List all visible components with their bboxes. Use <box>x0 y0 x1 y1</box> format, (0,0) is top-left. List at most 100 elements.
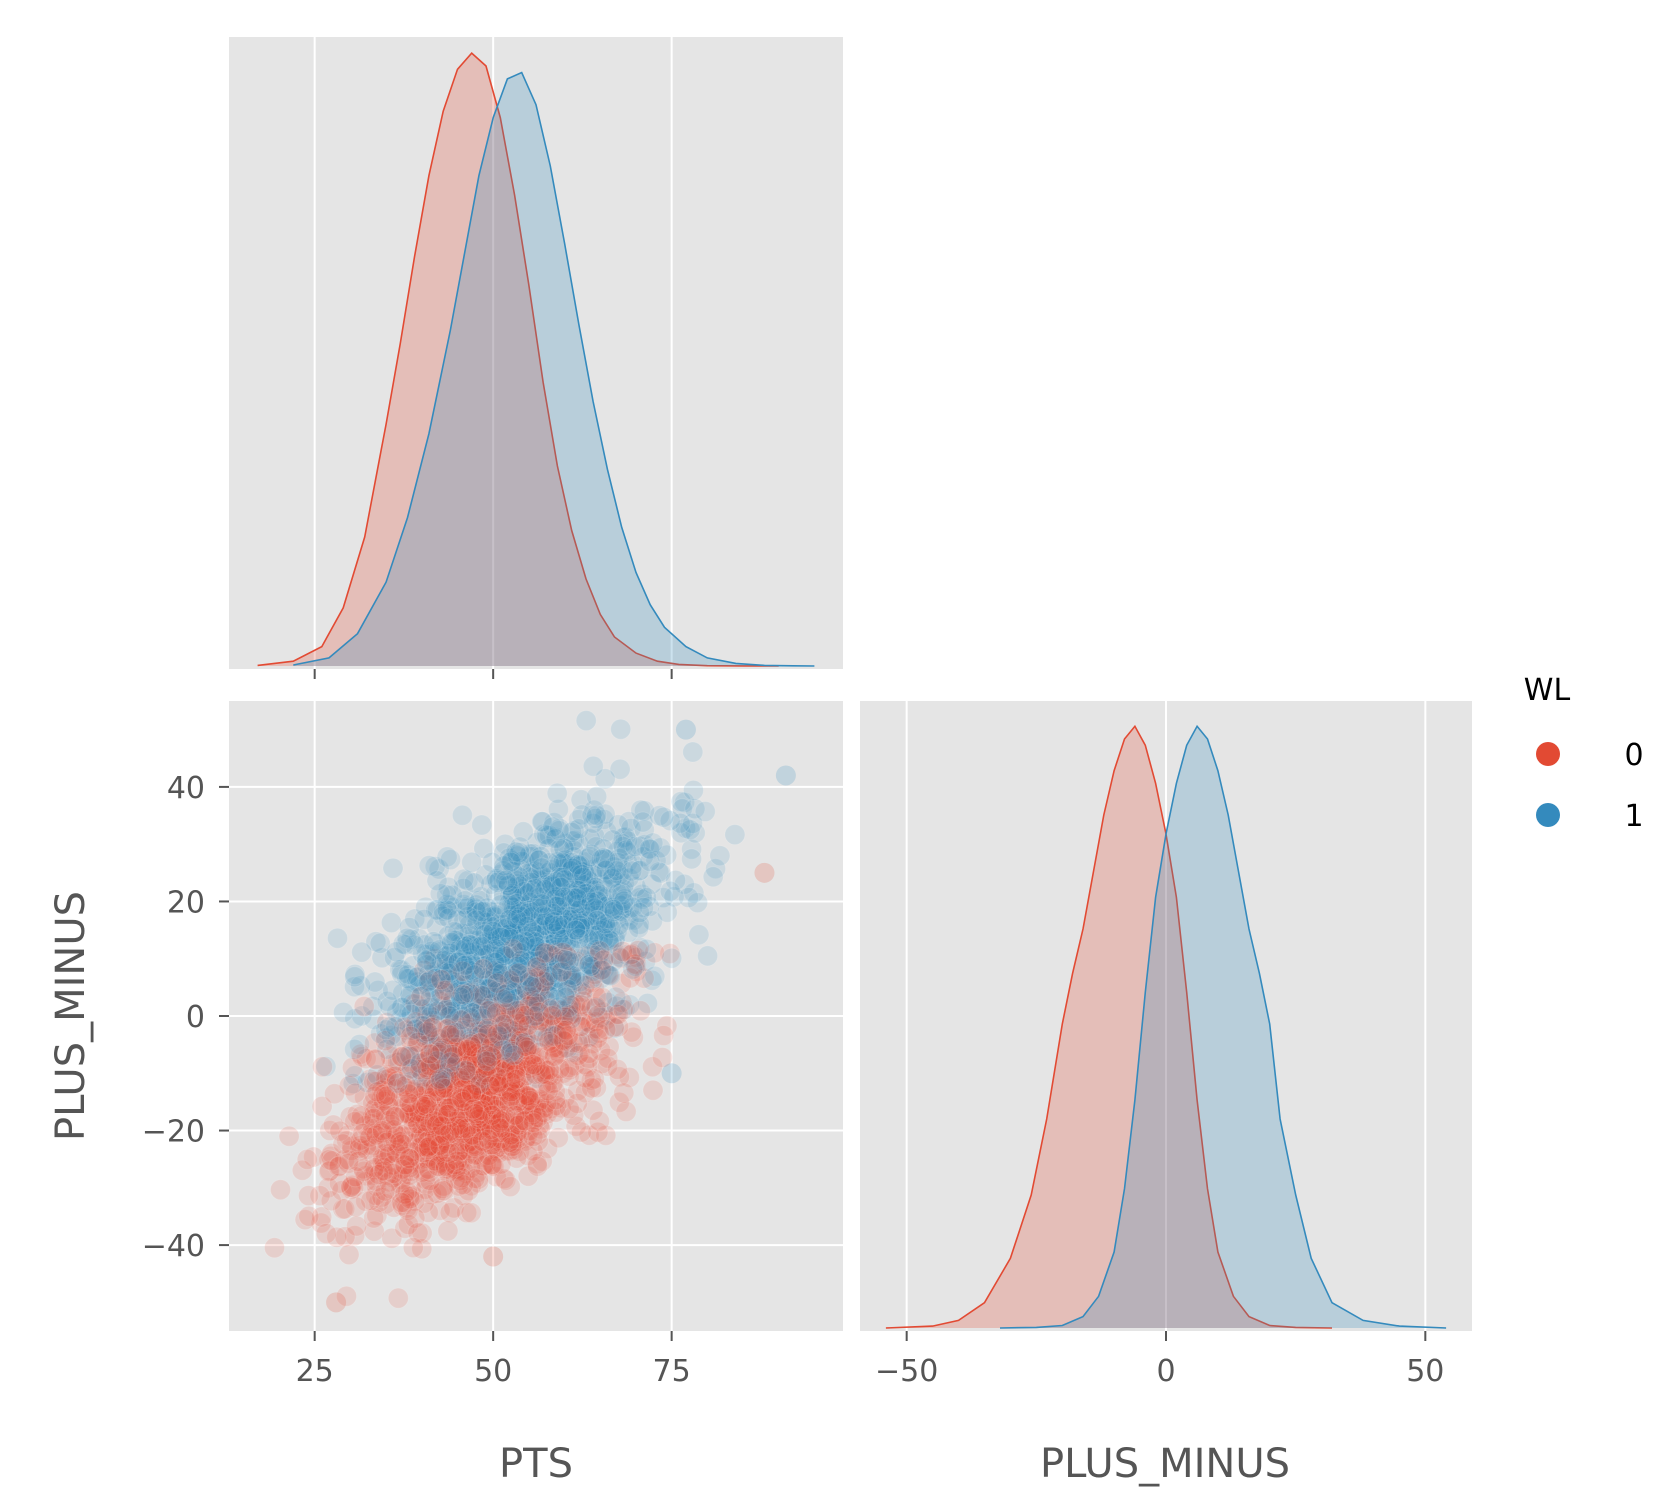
scatter-point-wl-1 <box>423 1035 445 1057</box>
scatter-point-wl-0 <box>415 1173 437 1195</box>
scatter-point-wl-0 <box>467 1162 489 1183</box>
scatter-point-wl-1 <box>516 970 538 991</box>
scatter-point-wl-0 <box>384 1122 406 1144</box>
scatter-point-wl-0 <box>340 1176 362 1198</box>
scatter-point-wl-1 <box>495 1016 516 1038</box>
scatter-point-wl-1 <box>517 1011 539 1033</box>
scatter-point-wl-0 <box>651 1047 673 1068</box>
scatter-point-wl-0 <box>421 1184 442 1205</box>
scatter-point-wl-0 <box>528 1056 550 1078</box>
scatter-point-wl-1 <box>496 1004 518 1026</box>
scatter-point-wl-1 <box>598 964 620 986</box>
scatter-point-wl-1 <box>463 964 485 986</box>
scatter-point-wl-0 <box>517 1016 539 1037</box>
scatter-point-wl-0 <box>452 1044 474 1066</box>
scatter-point-wl-1 <box>466 1043 488 1064</box>
scatter-point-wl-0 <box>430 1119 452 1141</box>
scatter-point-wl-1 <box>582 755 604 777</box>
scatter-point-wl-0 <box>522 1054 544 1076</box>
scatter-point-wl-1 <box>481 979 503 1001</box>
scatter-point-wl-0 <box>435 1075 457 1097</box>
scatter-point-wl-1 <box>542 865 563 887</box>
scatter-point-wl-0 <box>481 1154 503 1176</box>
scatter-point-wl-0 <box>482 1101 504 1123</box>
scatter-point-wl-1 <box>597 885 619 907</box>
scatter-point-wl-1 <box>473 917 495 939</box>
scatter-point-wl-0 <box>434 1034 456 1056</box>
scatter-point-wl-1 <box>413 1069 435 1091</box>
scatter-point-wl-0 <box>556 1017 578 1039</box>
scatter-point-wl-1 <box>401 993 423 1015</box>
scatter-point-wl-1 <box>525 982 547 1004</box>
scatter-point-wl-1 <box>480 971 502 993</box>
legend: WL 0 1 <box>1524 673 1644 834</box>
scatter-point-wl-1 <box>478 981 500 1002</box>
scatter-point-wl-1 <box>467 1004 489 1026</box>
scatter-point-wl-1 <box>592 911 613 933</box>
scatter-point-wl-0 <box>502 1124 524 1146</box>
scatter-point-wl-1 <box>623 909 645 931</box>
scatter-point-wl-0 <box>324 1083 345 1105</box>
scatter-point-wl-1 <box>601 931 623 953</box>
scatter-point-wl-0 <box>456 1146 478 1168</box>
scatter-point-wl-0 <box>564 1055 586 1077</box>
scatter-point-wl-0 <box>370 1160 392 1182</box>
scatter-point-wl-1 <box>420 943 442 965</box>
scatter-point-wl-1 <box>603 898 624 920</box>
scatter-point-wl-1 <box>551 876 572 898</box>
scatter-point-wl-1 <box>592 874 614 896</box>
scatter-point-wl-1 <box>440 1051 461 1073</box>
legend-label-0: 0 <box>1624 738 1643 773</box>
scatter-point-wl-0 <box>460 1202 482 1224</box>
scatter-point-wl-1 <box>616 830 638 852</box>
scatter-outlier-point-0 <box>326 1292 347 1313</box>
scatter-point-wl-1 <box>632 811 654 833</box>
scatter-point-wl-1 <box>363 1008 385 1030</box>
scatter-point-wl-0 <box>518 1000 540 1022</box>
scatter-point-wl-0 <box>368 1191 390 1213</box>
scatter-point-wl-1 <box>617 852 638 874</box>
scatter-point-wl-0 <box>428 1116 450 1138</box>
scatter-point-wl-0 <box>529 1088 551 1110</box>
scatter-point-wl-0 <box>429 1078 451 1100</box>
scatter-point-wl-0 <box>477 1045 499 1067</box>
scatter-point-wl-1 <box>477 1034 498 1055</box>
scatter-point-wl-0 <box>402 1237 424 1259</box>
scatter-point-wl-0 <box>418 1142 440 1164</box>
scatter-point-wl-0 <box>458 1144 480 1166</box>
scatter-point-wl-0 <box>371 1150 393 1172</box>
scatter-point-wl-0 <box>338 1244 360 1266</box>
scatter-point-wl-0 <box>440 1107 461 1129</box>
scatter-point-wl-1 <box>429 981 451 1003</box>
scatter-point-wl-1 <box>408 928 430 949</box>
scatter-point-wl-0 <box>439 1202 461 1224</box>
scatter-point-wl-0 <box>484 1112 505 1134</box>
scatter-point-wl-1 <box>724 824 746 846</box>
scatter-point-wl-1 <box>470 886 492 908</box>
scatter-point-wl-0 <box>457 1115 479 1137</box>
scatter-point-wl-1 <box>481 974 503 996</box>
scatter-point-wl-1 <box>527 870 549 892</box>
scatter-point-wl-1 <box>579 828 601 850</box>
scatter-point-wl-1 <box>467 982 489 1003</box>
scatter-point-wl-0 <box>618 1066 640 1088</box>
scatter-point-wl-0 <box>533 976 555 998</box>
scatter-point-wl-1 <box>446 1047 468 1069</box>
scatter-point-wl-1 <box>653 806 675 828</box>
scatter-point-wl-0 <box>486 1140 508 1162</box>
scatter-point-wl-0 <box>515 1127 537 1149</box>
scatter-point-wl-1 <box>456 1047 478 1069</box>
scatter-point-wl-0 <box>353 996 375 1017</box>
scatter-point-wl-0 <box>499 1176 521 1198</box>
scatter-point-wl-1 <box>344 1038 366 1060</box>
scatter-point-wl-1 <box>404 1018 426 1040</box>
scatter-point-wl-1 <box>537 917 559 938</box>
scatter-point-wl-1 <box>518 884 540 906</box>
scatter-point-wl-0 <box>411 1136 433 1158</box>
scatter-point-wl-1 <box>638 838 660 860</box>
scatter-point-wl-1 <box>581 959 603 981</box>
scatter-point-wl-1 <box>471 996 493 1018</box>
scatter-point-wl-0 <box>459 1090 480 1112</box>
scatter-point-wl-1 <box>551 921 573 943</box>
scatter-point-wl-1 <box>463 872 485 894</box>
